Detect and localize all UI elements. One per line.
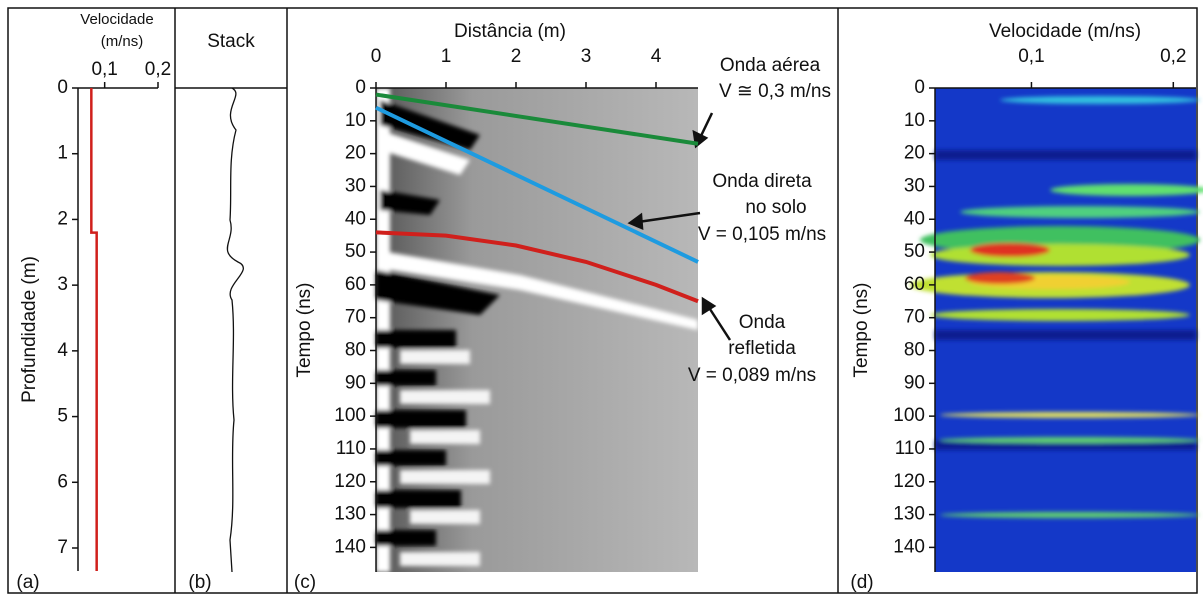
y-tick-label: 70 xyxy=(345,307,366,328)
y-tick-label: 70 xyxy=(904,307,925,328)
annotation: Onda xyxy=(739,312,786,333)
y-tick-label: 130 xyxy=(334,504,366,525)
x-tick-label: 4 xyxy=(651,46,662,67)
series-line xyxy=(375,105,699,264)
x-tick-label: 0,1 xyxy=(91,59,117,80)
y-tick-label: 40 xyxy=(345,208,366,229)
annotation: V = 0,089 m/ns xyxy=(688,365,816,386)
y-tick-label: 10 xyxy=(345,110,366,131)
x-axis-title: Velocidade (m/ns) xyxy=(989,21,1141,42)
y-tick-label: 50 xyxy=(904,241,925,262)
x-tick-label: 0,2 xyxy=(145,59,171,80)
y-tick-label: 5 xyxy=(57,406,68,427)
y-tick-label: 90 xyxy=(904,372,925,393)
frame xyxy=(7,7,1198,594)
x-tick-label: 0,2 xyxy=(1160,46,1186,67)
y-tick-label: 0 xyxy=(57,77,68,98)
y-tick-label: 100 xyxy=(334,405,366,426)
y-tick-label: 4 xyxy=(57,340,68,361)
spectrum xyxy=(910,88,1203,572)
x-tick-label: 0,1 xyxy=(1018,46,1044,67)
y-tick-label: 1 xyxy=(57,143,68,164)
y-tick-label: 130 xyxy=(893,504,925,525)
panel-title: Stack xyxy=(207,31,255,52)
y-tick-label: 120 xyxy=(893,471,925,492)
x-tick-label: 1 xyxy=(441,46,452,67)
y-tick-label: 140 xyxy=(893,536,925,557)
stack-trace xyxy=(226,87,244,573)
y-tick-label: 60 xyxy=(904,274,925,295)
x-axis-title: (m/ns) xyxy=(101,33,144,50)
y-tick-label: 50 xyxy=(345,241,366,262)
annotation: V = 0,105 m/ns xyxy=(698,224,826,245)
y-tick-label: 90 xyxy=(345,372,366,393)
panel-label: (a) xyxy=(16,572,39,593)
panel-label: (d) xyxy=(850,572,873,593)
y-tick-label: 2 xyxy=(57,208,68,229)
y-tick-label: 110 xyxy=(895,438,925,459)
x-tick-label: 0 xyxy=(371,46,382,67)
panel-label: (b) xyxy=(188,572,211,593)
y-tick-label: 0 xyxy=(914,77,925,98)
y-axis-title: Tempo (ns) xyxy=(851,282,872,377)
panel-label: (c) xyxy=(294,572,316,593)
y-tick-label: 7 xyxy=(57,537,68,558)
annotation: Onda aérea xyxy=(720,55,821,76)
x-axis-title: Distância (m) xyxy=(454,21,566,42)
y-axis-title: Tempo (ns) xyxy=(294,282,315,377)
y-tick-label: 20 xyxy=(345,143,366,164)
x-tick-label: 2 xyxy=(511,46,522,67)
y-tick-label: 100 xyxy=(893,405,925,426)
y-tick-label: 30 xyxy=(345,175,366,196)
series-line xyxy=(90,88,98,571)
radargram xyxy=(376,88,698,572)
y-tick-label: 80 xyxy=(904,340,925,361)
y-axis-title: Profundidade (m) xyxy=(19,256,40,403)
annotation: V ≅ 0,3 m/ns xyxy=(719,81,831,102)
y-tick-label: 6 xyxy=(57,471,68,492)
series-line xyxy=(375,230,699,304)
y-tick-label: 60 xyxy=(345,274,366,295)
y-tick-label: 0 xyxy=(355,77,366,98)
x-axis-title: Velocidade xyxy=(80,11,153,28)
y-tick-label: 110 xyxy=(336,438,366,459)
y-tick-label: 3 xyxy=(57,274,68,295)
annotation: refletida xyxy=(728,338,796,359)
series-line xyxy=(375,92,699,146)
x-tick-label: 3 xyxy=(581,46,592,67)
y-tick-label: 140 xyxy=(334,536,366,557)
annotation: Onda direta xyxy=(712,171,812,192)
y-tick-label: 20 xyxy=(904,143,925,164)
annotation: no solo xyxy=(745,197,806,218)
y-tick-label: 10 xyxy=(904,110,925,131)
y-tick-label: 120 xyxy=(334,471,366,492)
y-tick-label: 30 xyxy=(904,175,925,196)
y-tick-label: 40 xyxy=(904,208,925,229)
y-tick-label: 80 xyxy=(345,340,366,361)
